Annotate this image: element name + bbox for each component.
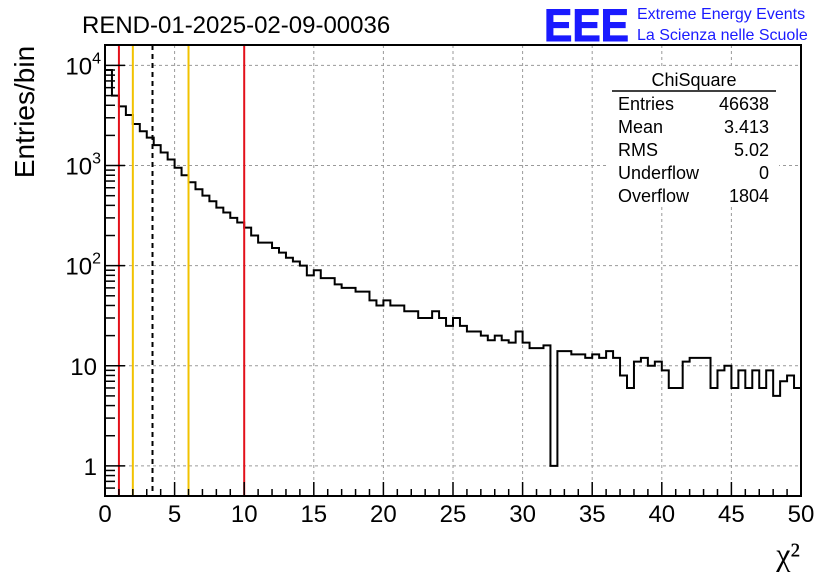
stats-label: Entries bbox=[618, 94, 674, 114]
x-tick-label: 15 bbox=[300, 501, 327, 528]
y-axis-title: Entries/bin bbox=[9, 46, 40, 178]
y-tick-label: 1 bbox=[84, 454, 97, 481]
stats-title: ChiSquare bbox=[651, 70, 736, 90]
logo-line-2: La Scienza nelle Scuole bbox=[637, 27, 808, 44]
stats-value: 1804 bbox=[729, 186, 769, 206]
stats-value: 46638 bbox=[719, 94, 769, 114]
y-tick-label: 102 bbox=[65, 251, 101, 281]
x-tick-label: 40 bbox=[648, 501, 675, 528]
run-title: REND-01-2025-02-09-00036 bbox=[82, 12, 390, 39]
x-tick-label: 35 bbox=[579, 501, 606, 528]
grid bbox=[105, 45, 801, 496]
stats-label: RMS bbox=[618, 140, 658, 160]
x-tick-label: 5 bbox=[168, 501, 181, 528]
y-axis: 1 10 102 103 104 bbox=[65, 50, 125, 497]
eee-logo: EEE Extreme Energy Events La Scienza nel… bbox=[544, 0, 808, 52]
stats-box: ChiSquare Entries 46638 Mean 3.413 RMS 5.02 Un… bbox=[609, 67, 779, 207]
logo-line-1: Extreme Energy Events bbox=[637, 6, 805, 23]
reference-lines bbox=[117, 45, 246, 496]
x-axis-title: χ² bbox=[775, 536, 800, 572]
y-tick-label: 10 bbox=[70, 354, 97, 381]
x-tick-label: 25 bbox=[440, 501, 467, 528]
stats-value: 3.413 bbox=[724, 117, 769, 137]
x-tick-label: 0 bbox=[98, 501, 111, 528]
stats-label: Overflow bbox=[618, 186, 690, 206]
x-axis: 0 5 10 15 20 25 30 35 40 45 50 bbox=[98, 482, 814, 528]
stats-value: 5.02 bbox=[734, 140, 769, 160]
histogram-series bbox=[105, 69, 801, 467]
x-tick-label: 10 bbox=[231, 501, 258, 528]
x-tick-label: 20 bbox=[370, 501, 397, 528]
stats-label: Mean bbox=[618, 117, 663, 137]
logo-mark: EEE bbox=[544, 0, 629, 51]
x-tick-label: 30 bbox=[509, 501, 536, 528]
x-tick-label: 45 bbox=[718, 501, 745, 528]
x-tick-label: 50 bbox=[788, 501, 815, 528]
y-tick-label: 103 bbox=[65, 151, 101, 181]
y-tick-label: 104 bbox=[65, 50, 101, 80]
stats-label: Underflow bbox=[618, 163, 700, 183]
stats-value: 0 bbox=[759, 163, 769, 183]
